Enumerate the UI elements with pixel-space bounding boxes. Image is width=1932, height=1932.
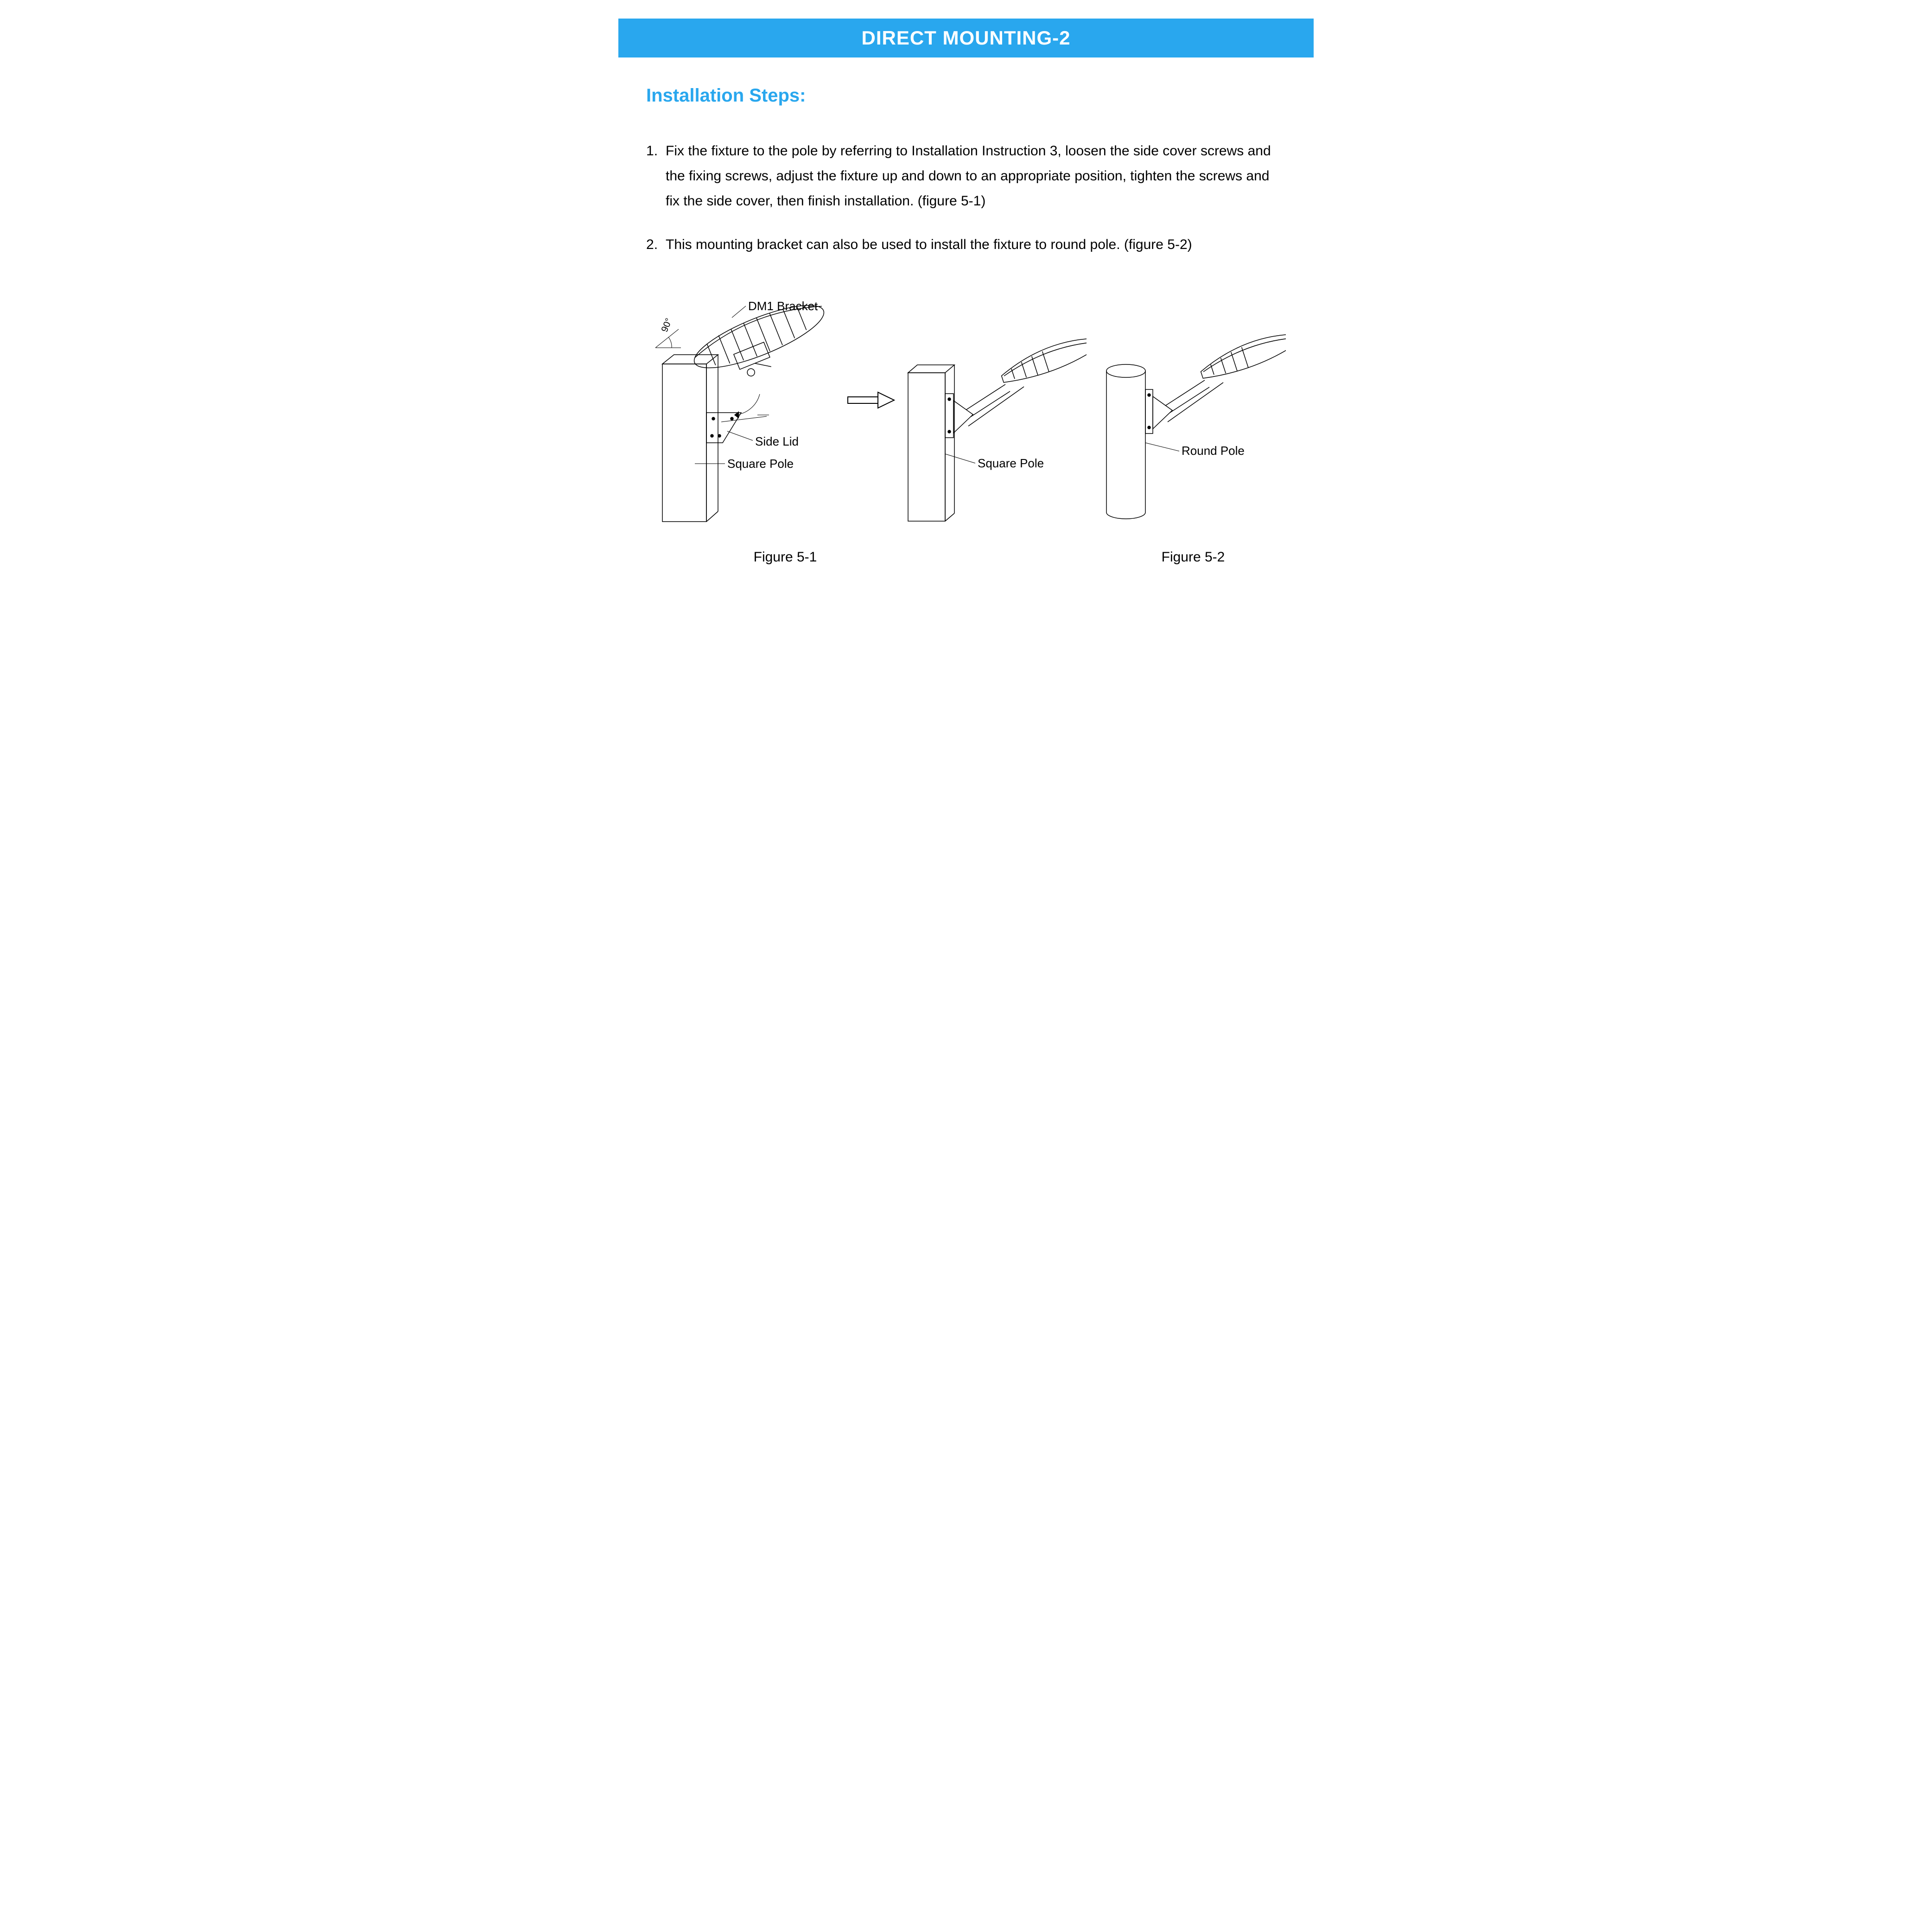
section-title: Installation Steps: [646,85,1286,106]
figure-caption-5-1: Figure 5-1 [754,549,817,565]
label-square-pole-2: Square Pole [978,456,1044,471]
step-item: Fix the fixture to the pole by referring… [646,139,1286,214]
figure-5-1-assembled: Square Pole [901,329,1087,565]
page-header-bar: DIRECT MOUNTING-2 [618,19,1314,57]
installation-steps-list: Fix the fixture to the pole by referring… [646,139,1286,257]
label-side-lid: Side Lid [755,434,799,449]
page-title: DIRECT MOUNTING-2 [862,27,1071,49]
figure-5-2: Round Pole [1100,327,1286,565]
figure-caption-5-2: Figure 5-2 [1162,549,1225,565]
step-item: This mounting bracket can also be used t… [646,232,1286,257]
diagram-5-2: Round Pole [1100,327,1286,526]
figure-5-1-exploded: DM1 Bracket 90° Side Lid Square Pole [646,304,841,565]
diagram-5-1-assembled: Square Pole [901,329,1087,528]
round-pole-fixture-icon [1100,327,1286,526]
label-square-pole: Square Pole [727,457,794,471]
diagram-5-1-exploded: DM1 Bracket 90° Side Lid Square Pole [646,304,841,526]
transition-arrow-icon [845,386,896,418]
figures-row: DM1 Bracket 90° Side Lid Square Pole [646,304,1286,565]
assembled-square-fixture-icon [901,329,1087,528]
label-round-pole: Round Pole [1182,444,1245,458]
label-dm1-bracket: DM1 Bracket [748,299,818,313]
exploded-fixture-icon [646,304,841,526]
content-area: Installation Steps: Fix the fixture to t… [618,57,1314,584]
